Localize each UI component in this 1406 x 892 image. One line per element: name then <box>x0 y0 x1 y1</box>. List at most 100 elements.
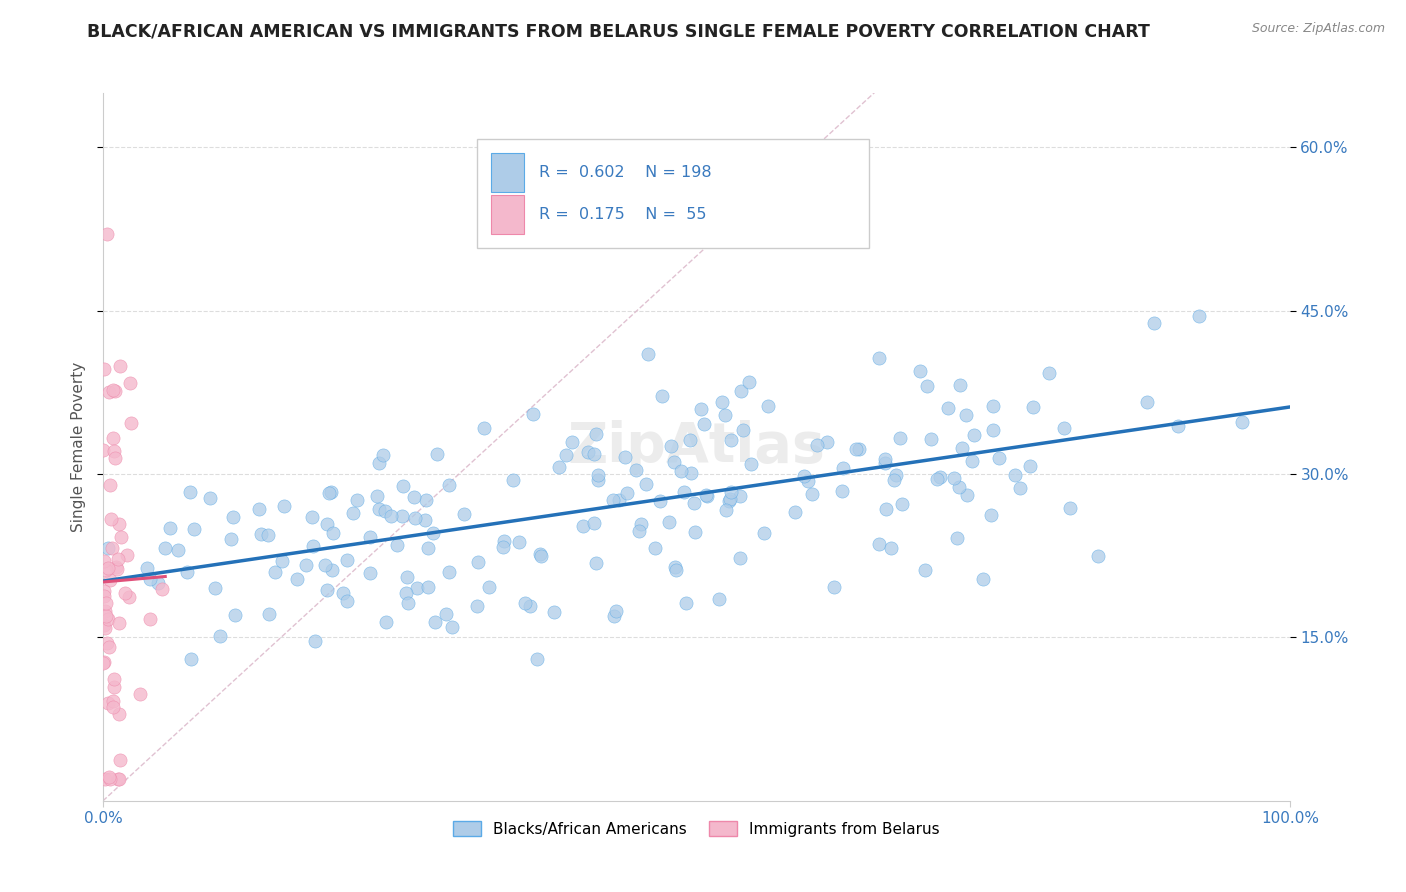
Point <box>868 537 890 551</box>
Point <box>675 596 697 610</box>
Point <box>472 421 495 435</box>
Point <box>117 590 139 604</box>
Point <box>98 478 121 492</box>
Point <box>120 417 142 431</box>
Point <box>150 582 173 596</box>
Point <box>101 383 124 397</box>
Point <box>1004 467 1026 482</box>
Point <box>167 543 190 558</box>
Point <box>108 772 131 786</box>
Point <box>519 599 541 614</box>
Point <box>720 433 742 447</box>
Point <box>105 562 128 576</box>
Point <box>672 484 695 499</box>
Point <box>107 552 129 566</box>
Point <box>413 513 436 527</box>
Point <box>374 615 396 629</box>
Point <box>1087 549 1109 563</box>
Point <box>513 596 536 610</box>
Point <box>467 599 489 613</box>
Point <box>209 629 232 643</box>
Point <box>107 772 129 786</box>
Point <box>710 395 733 409</box>
Point <box>404 510 426 524</box>
Point <box>98 770 121 784</box>
Point <box>980 508 1002 523</box>
Point <box>720 485 742 500</box>
FancyBboxPatch shape <box>491 153 524 192</box>
Point <box>929 470 952 484</box>
Point <box>543 605 565 619</box>
Point <box>336 594 359 608</box>
Point <box>875 456 897 470</box>
Point <box>696 489 718 503</box>
Point <box>740 457 762 471</box>
Point <box>437 566 460 580</box>
Point <box>437 478 460 492</box>
Point <box>693 417 716 432</box>
Point <box>97 640 120 655</box>
Point <box>582 447 605 461</box>
Point <box>707 591 730 606</box>
Point <box>658 515 681 529</box>
Point <box>946 531 969 545</box>
Point <box>679 433 702 447</box>
Point <box>107 517 129 532</box>
Point <box>368 456 391 470</box>
Point <box>914 563 936 577</box>
Point <box>602 608 624 623</box>
Point <box>93 554 115 568</box>
Point <box>555 448 578 462</box>
Point <box>94 772 117 786</box>
Point <box>91 443 114 458</box>
Point <box>659 439 682 453</box>
Point <box>416 580 439 594</box>
Point <box>94 596 117 610</box>
Point <box>129 687 152 701</box>
Point <box>271 554 294 568</box>
Point <box>1022 400 1045 414</box>
Point <box>285 572 308 586</box>
Point <box>94 622 117 636</box>
Point <box>94 608 117 623</box>
Point <box>614 450 637 464</box>
Point <box>1167 418 1189 433</box>
Point <box>346 493 368 508</box>
Point <box>155 541 177 555</box>
Point <box>714 408 737 422</box>
Point <box>733 423 755 437</box>
Point <box>374 504 396 518</box>
Point <box>135 560 157 574</box>
Point <box>96 563 118 577</box>
Point <box>302 539 325 553</box>
Point <box>728 489 751 503</box>
Point <box>752 526 775 541</box>
Point <box>392 479 415 493</box>
Point <box>682 496 704 510</box>
Point <box>605 604 627 618</box>
Point <box>342 506 364 520</box>
Point <box>502 473 524 487</box>
Point <box>522 408 544 422</box>
Point <box>105 559 128 574</box>
Point <box>636 476 658 491</box>
Point <box>139 612 162 626</box>
Point <box>664 559 686 574</box>
Point <box>221 532 243 546</box>
Point <box>908 364 931 378</box>
Point <box>983 400 1005 414</box>
Point <box>949 378 972 392</box>
Point <box>380 509 402 524</box>
Point <box>880 541 903 555</box>
Point <box>104 384 127 399</box>
Point <box>146 576 169 591</box>
Point <box>257 528 280 542</box>
Point <box>602 493 624 508</box>
Point <box>950 441 973 455</box>
Point <box>101 431 124 445</box>
Point <box>120 376 142 391</box>
Point <box>868 351 890 365</box>
Point <box>831 461 853 475</box>
Point <box>875 501 897 516</box>
Point <box>319 485 342 500</box>
